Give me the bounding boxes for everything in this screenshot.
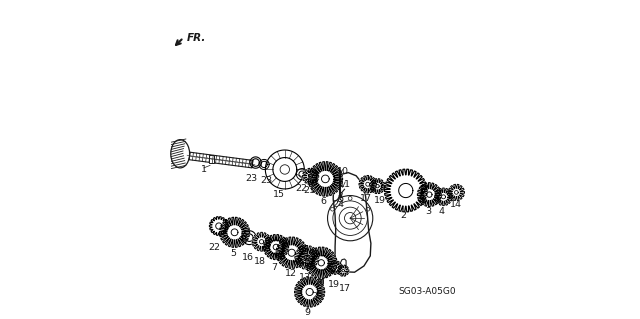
Text: 3: 3 <box>425 207 431 216</box>
Text: 2: 2 <box>401 211 406 220</box>
Polygon shape <box>189 152 253 168</box>
Text: 5: 5 <box>230 249 236 258</box>
Text: 20: 20 <box>311 292 323 301</box>
Text: 17: 17 <box>339 284 351 293</box>
Text: 18: 18 <box>254 257 266 266</box>
Polygon shape <box>337 265 349 276</box>
Polygon shape <box>305 247 337 278</box>
Text: 8: 8 <box>316 279 323 288</box>
Circle shape <box>339 198 341 200</box>
Text: 16: 16 <box>243 253 254 262</box>
Text: 7: 7 <box>271 263 278 272</box>
Text: 14: 14 <box>450 200 461 210</box>
Text: 13: 13 <box>299 273 311 282</box>
Text: 23: 23 <box>260 176 273 185</box>
Bar <box>209 155 214 163</box>
Polygon shape <box>333 173 371 272</box>
Text: 9: 9 <box>305 308 310 317</box>
Text: FR.: FR. <box>187 33 206 43</box>
Text: 1: 1 <box>201 165 207 174</box>
Polygon shape <box>370 179 385 194</box>
Text: 10: 10 <box>337 167 349 176</box>
Text: 22: 22 <box>209 242 220 252</box>
Text: 11: 11 <box>339 180 351 189</box>
Ellipse shape <box>171 140 189 168</box>
Polygon shape <box>308 162 342 196</box>
Polygon shape <box>252 232 271 251</box>
Polygon shape <box>448 184 465 201</box>
Text: 12: 12 <box>284 269 296 278</box>
Polygon shape <box>276 237 307 268</box>
Text: 6: 6 <box>321 197 327 206</box>
Polygon shape <box>294 277 324 307</box>
Text: SG03-A05G0: SG03-A05G0 <box>398 286 456 296</box>
Polygon shape <box>435 188 452 206</box>
Text: 22: 22 <box>295 184 307 193</box>
Text: 15: 15 <box>273 190 285 199</box>
Text: 17: 17 <box>360 194 372 203</box>
Bar <box>317 279 323 284</box>
Polygon shape <box>328 261 342 274</box>
Text: 24: 24 <box>332 199 344 209</box>
Text: 19: 19 <box>374 196 386 205</box>
Text: 23: 23 <box>246 174 257 183</box>
Polygon shape <box>417 183 441 206</box>
Polygon shape <box>264 234 289 260</box>
Polygon shape <box>359 175 376 193</box>
Text: 19: 19 <box>328 280 339 289</box>
Polygon shape <box>209 217 228 235</box>
Polygon shape <box>303 168 319 184</box>
Circle shape <box>339 195 342 198</box>
Polygon shape <box>385 169 427 212</box>
Polygon shape <box>220 217 250 247</box>
Text: 21: 21 <box>303 186 316 195</box>
Polygon shape <box>295 246 319 269</box>
Text: 4: 4 <box>439 207 445 216</box>
